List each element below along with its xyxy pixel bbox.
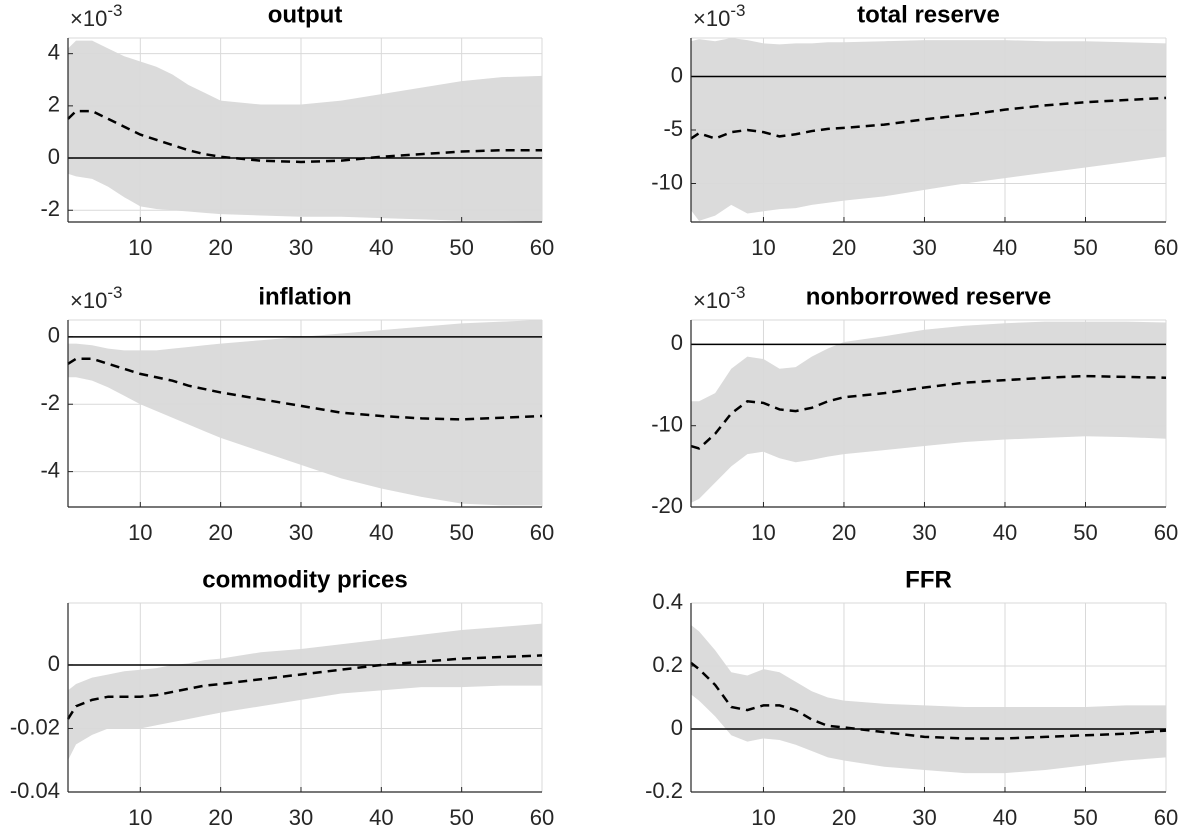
y-tick-label: -20 bbox=[651, 493, 683, 518]
median-line bbox=[66, 654, 543, 720]
median-line bbox=[690, 374, 1167, 450]
subplot: 10 20 30 40 50 60 -20 -10 0 nonborrowed reserve ×1… bbox=[651, 283, 1178, 544]
x-tick-label: 20 bbox=[832, 805, 856, 828]
x-tick-label: 50 bbox=[1073, 520, 1097, 545]
y-tick-label: -2 bbox=[40, 196, 60, 221]
confidence-band bbox=[691, 38, 1166, 221]
multiplier-exponent: -3 bbox=[730, 283, 745, 302]
x-tick-label: 50 bbox=[449, 235, 473, 260]
y-tick-label: 4 bbox=[48, 39, 60, 64]
multiplier-base: ×10 bbox=[693, 6, 730, 31]
x-tick-label: 60 bbox=[1154, 520, 1178, 545]
y-tick-label: 0 bbox=[671, 330, 683, 355]
chart-title: output bbox=[268, 1, 343, 28]
confidence-band bbox=[68, 623, 542, 761]
x-tick-label: 40 bbox=[369, 520, 393, 545]
y-tick-label: 0.2 bbox=[652, 652, 683, 677]
x-tick-label: 10 bbox=[751, 520, 775, 545]
x-tick-label: 50 bbox=[449, 805, 473, 828]
y-tick-label: -10 bbox=[651, 169, 683, 194]
multiplier-base: ×10 bbox=[70, 6, 107, 31]
y-tick-label: 0 bbox=[671, 715, 683, 740]
y-tick-label: -4 bbox=[40, 457, 60, 482]
x-tick-label: 10 bbox=[751, 235, 775, 260]
x-tick-label: 30 bbox=[912, 805, 936, 828]
x-tick-label: 10 bbox=[128, 520, 152, 545]
y-tick-label: -0.2 bbox=[645, 778, 683, 803]
multiplier-exponent: -3 bbox=[107, 283, 122, 302]
y-tick-label: -2 bbox=[40, 390, 60, 415]
x-tick-label: 40 bbox=[369, 235, 393, 260]
x-tick-label: 60 bbox=[530, 805, 554, 828]
chart-title: inflation bbox=[258, 283, 351, 310]
x-tick-label: 40 bbox=[993, 235, 1017, 260]
multiplier-base: ×10 bbox=[70, 288, 107, 313]
x-tick-label: 40 bbox=[369, 805, 393, 828]
y-tick-label: 0 bbox=[48, 651, 60, 676]
confidence-band bbox=[691, 625, 1166, 774]
axis-multiplier: ×10-3 bbox=[693, 1, 745, 30]
confidence-band bbox=[68, 40, 542, 222]
axis-multiplier: ×10-3 bbox=[70, 1, 122, 30]
median-line bbox=[690, 661, 1167, 740]
x-tick-label: 50 bbox=[449, 520, 473, 545]
x-tick-label: 60 bbox=[1154, 235, 1178, 260]
y-tick-label: -10 bbox=[651, 412, 683, 437]
x-tick-label: 10 bbox=[751, 805, 775, 828]
y-tick-label: 2 bbox=[48, 92, 60, 117]
x-tick-label: 50 bbox=[1073, 805, 1097, 828]
subplot: 10 20 30 40 50 60 -10 -5 0 total reserve ×10-3 bbox=[651, 1, 1178, 259]
x-tick-label: 30 bbox=[912, 520, 936, 545]
x-tick-label: 40 bbox=[993, 805, 1017, 828]
y-tick-label: -5 bbox=[663, 116, 683, 141]
subplot: 10 20 30 40 50 60 -0.2 0 0.2 0.4 FFR bbox=[645, 566, 1178, 828]
x-tick-label: 30 bbox=[289, 805, 313, 828]
x-tick-label: 60 bbox=[530, 520, 554, 545]
x-tick-label: 20 bbox=[208, 235, 232, 260]
y-tick-label: -0.02 bbox=[10, 714, 60, 739]
multiplier-exponent: -3 bbox=[730, 1, 745, 20]
x-tick-label: 20 bbox=[208, 805, 232, 828]
x-tick-label: 30 bbox=[289, 520, 313, 545]
multiplier-base: ×10 bbox=[693, 288, 730, 313]
chart-title: total reserve bbox=[857, 1, 1000, 28]
x-tick-label: 10 bbox=[128, 805, 152, 828]
median-line bbox=[690, 96, 1167, 140]
x-tick-label: 60 bbox=[1154, 805, 1178, 828]
median-line bbox=[67, 109, 542, 164]
y-tick-label: -0.04 bbox=[10, 778, 60, 803]
x-tick-label: 60 bbox=[530, 235, 554, 260]
x-tick-label: 20 bbox=[208, 520, 232, 545]
median-line bbox=[67, 357, 543, 421]
chart-title: nonborrowed reserve bbox=[806, 283, 1051, 310]
y-tick-label: 0.4 bbox=[652, 589, 683, 614]
subplot: 10 20 30 40 50 60 -4 -2 0 inflation ×10-3 bbox=[40, 283, 554, 544]
y-tick-label: 0 bbox=[48, 323, 60, 348]
y-tick-label: 0 bbox=[48, 144, 60, 169]
confidence-band bbox=[68, 320, 542, 506]
x-tick-label: 10 bbox=[128, 235, 152, 260]
confidence-band bbox=[691, 321, 1166, 503]
x-tick-label: 40 bbox=[993, 520, 1017, 545]
x-tick-label: 20 bbox=[832, 235, 856, 260]
axis-multiplier: ×10-3 bbox=[693, 283, 745, 312]
subplot: 10 20 30 40 50 60 -0.04 -0.02 0 commodity prices bbox=[10, 566, 554, 828]
chart-title: FFR bbox=[905, 566, 952, 593]
multiplier-exponent: -3 bbox=[107, 1, 122, 20]
x-tick-label: 50 bbox=[1073, 235, 1097, 260]
y-tick-label: 0 bbox=[671, 62, 683, 87]
chart-title: commodity prices bbox=[202, 566, 407, 593]
x-tick-label: 20 bbox=[832, 520, 856, 545]
x-tick-label: 30 bbox=[289, 235, 313, 260]
subplot: 10 20 30 40 50 60 -2 0 2 4 output ×10-3 bbox=[40, 1, 554, 259]
axis-multiplier: ×10-3 bbox=[70, 283, 122, 312]
x-tick-label: 30 bbox=[912, 235, 936, 260]
